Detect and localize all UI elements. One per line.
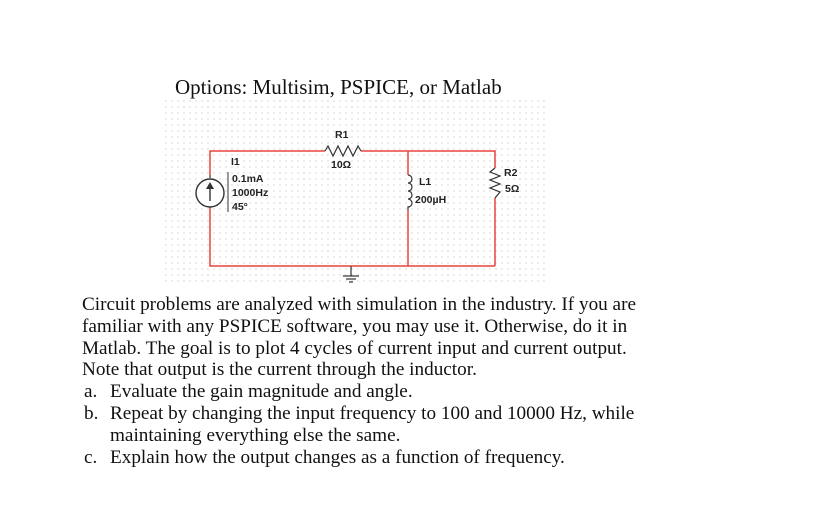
r1-name: R1: [335, 129, 349, 141]
top-wire-right: [361, 150, 496, 168]
task-marker: b.: [84, 402, 99, 424]
i1-amplitude: 0.1mA: [232, 173, 264, 185]
task-text: Explain how the output changes as a func…: [110, 446, 565, 468]
resistor-r1: [324, 144, 362, 158]
task-item-a: a. Evaluate the gain magnitude and angle.: [84, 381, 802, 403]
paragraph-line: Note that output is the current through …: [82, 359, 477, 381]
task-list: a. Evaluate the gain magnitude and angle.…: [82, 381, 802, 468]
circuit-wires: [209, 150, 496, 267]
paragraph-line: Circuit problems are analyzed with simul…: [82, 294, 636, 315]
current-source-i1: [195, 175, 225, 208]
task-text: Evaluate the gain magnitude and angle.: [110, 381, 413, 403]
problem-paragraph: Circuit problems are analyzed with simul…: [82, 294, 802, 381]
paragraph-line: Matlab. The goal is to plot 4 cycles of …: [82, 337, 627, 359]
options-heading: Options: Multisim, PSPICE, or Matlab: [175, 75, 502, 99]
task-item-c: c. Explain how the output changes as a fu…: [84, 447, 802, 469]
task-marker: a.: [84, 381, 98, 403]
bottom-wire: [209, 208, 495, 267]
top-wire-left: [209, 150, 325, 175]
task-text-continuation: maintaining everything else the same.: [110, 424, 401, 446]
inductor-l1: [407, 174, 413, 210]
problem-statement: Circuit problems are analyzed with simul…: [82, 294, 802, 468]
l1-value: 200µH: [415, 194, 446, 206]
i1-frequency: 1000Hz: [232, 187, 268, 199]
r2-name: R2: [504, 167, 518, 179]
task-item-b: b. Repeat by changing the input frequency…: [84, 403, 802, 447]
i1-phase: 45°: [232, 201, 248, 213]
r2-value: 5Ω: [505, 183, 519, 195]
circuit-schematic: I1 0.1mA 1000Hz 45° R1 10Ω L1 200µH R2 5…: [165, 100, 545, 285]
task-text: Repeat by changing the input frequency t…: [110, 402, 635, 424]
task-marker: c.: [84, 446, 98, 468]
r1-value: 10Ω: [331, 159, 351, 171]
paragraph-line: familiar with any PSPICE software, you m…: [82, 315, 628, 337]
resistor-r2: [488, 167, 502, 199]
ground-icon: [343, 266, 359, 283]
l1-name: L1: [419, 176, 431, 188]
i1-name: I1: [231, 156, 240, 168]
